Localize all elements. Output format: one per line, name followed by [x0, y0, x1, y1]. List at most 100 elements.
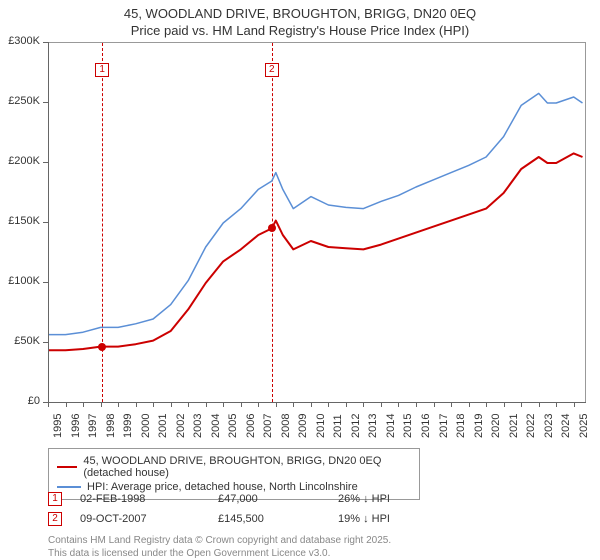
legend-swatch [57, 486, 81, 488]
x-tick [328, 402, 329, 407]
x-tick-label: 2015 [402, 414, 414, 438]
data-row: 2 09-OCT-2007£145,50019% ↓ HPI [48, 512, 390, 526]
x-tick [381, 402, 382, 407]
data-row-date: 02-FEB-1998 [80, 493, 218, 505]
x-tick-label: 1997 [87, 414, 99, 438]
x-tick [136, 402, 137, 407]
x-tick [434, 402, 435, 407]
series-line [48, 153, 583, 350]
title-line-1: 45, WOODLAND DRIVE, BROUGHTON, BRIGG, DN… [0, 6, 600, 23]
y-tick-label: £300K [0, 35, 40, 47]
x-tick-label: 2009 [297, 414, 309, 438]
series-marker [268, 224, 276, 232]
x-tick [83, 402, 84, 407]
x-tick [118, 402, 119, 407]
x-tick [293, 402, 294, 407]
x-tick [276, 402, 277, 407]
credits-line-2: This data is licensed under the Open Gov… [48, 547, 391, 560]
y-tick [43, 102, 48, 103]
data-row-price: £145,500 [218, 513, 338, 525]
x-tick-label: 2007 [262, 414, 274, 438]
x-tick [469, 402, 470, 407]
x-tick-label: 2022 [525, 414, 537, 438]
data-row-delta: 19% ↓ HPI [338, 513, 390, 525]
x-tick [398, 402, 399, 407]
x-tick [48, 402, 49, 407]
x-tick [486, 402, 487, 407]
y-tick-label: £0 [0, 395, 40, 407]
x-tick-label: 1995 [52, 414, 64, 438]
x-tick-label: 2019 [473, 414, 485, 438]
chart-container: 45, WOODLAND DRIVE, BROUGHTON, BRIGG, DN… [0, 0, 600, 560]
data-row-price: £47,000 [218, 493, 338, 505]
x-tick-label: 2008 [280, 414, 292, 438]
x-tick-label: 2013 [367, 414, 379, 438]
credits: Contains HM Land Registry data © Crown c… [48, 534, 391, 560]
y-axis [48, 42, 49, 402]
x-tick [416, 402, 417, 407]
x-tick-label: 2020 [490, 414, 502, 438]
data-row-delta: 26% ↓ HPI [338, 493, 390, 505]
x-tick-label: 2010 [315, 414, 327, 438]
x-tick-label: 2004 [210, 414, 222, 438]
x-tick-label: 2000 [140, 414, 152, 438]
x-tick [223, 402, 224, 407]
y-tick [43, 222, 48, 223]
y-tick-label: £50K [0, 335, 40, 347]
x-tick-label: 2006 [245, 414, 257, 438]
credits-line-1: Contains HM Land Registry data © Crown c… [48, 534, 391, 547]
legend-item: 45, WOODLAND DRIVE, BROUGHTON, BRIGG, DN… [57, 455, 411, 479]
y-tick [43, 162, 48, 163]
x-tick [171, 402, 172, 407]
x-tick [556, 402, 557, 407]
x-tick [539, 402, 540, 407]
x-tick [451, 402, 452, 407]
y-tick-label: £100K [0, 275, 40, 287]
x-tick-label: 1998 [105, 414, 117, 438]
x-tick [101, 402, 102, 407]
title-line-2: Price paid vs. HM Land Registry's House … [0, 23, 600, 40]
x-tick [574, 402, 575, 407]
x-tick-label: 2002 [175, 414, 187, 438]
y-tick-label: £200K [0, 155, 40, 167]
x-tick-label: 2016 [420, 414, 432, 438]
x-tick [258, 402, 259, 407]
x-tick-label: 2018 [455, 414, 467, 438]
data-row-marker: 2 [48, 512, 62, 526]
series-marker [98, 343, 106, 351]
x-tick [311, 402, 312, 407]
title-block: 45, WOODLAND DRIVE, BROUGHTON, BRIGG, DN… [0, 0, 600, 40]
x-tick [521, 402, 522, 407]
x-tick [153, 402, 154, 407]
x-tick-label: 2003 [192, 414, 204, 438]
x-tick [241, 402, 242, 407]
x-tick-label: 2023 [543, 414, 555, 438]
x-tick [188, 402, 189, 407]
x-tick-label: 2012 [350, 414, 362, 438]
x-tick-label: 2011 [332, 414, 344, 438]
y-tick [43, 282, 48, 283]
data-row-marker: 1 [48, 492, 62, 506]
legend-swatch [57, 466, 77, 468]
y-tick [43, 342, 48, 343]
data-row: 1 02-FEB-1998£47,00026% ↓ HPI [48, 492, 390, 506]
x-tick-label: 2025 [578, 414, 590, 438]
x-tick-label: 2021 [508, 414, 520, 438]
series-line [48, 93, 583, 334]
x-tick-label: 2024 [560, 414, 572, 438]
x-tick-label: 2017 [438, 414, 450, 438]
x-tick-label: 2001 [157, 414, 169, 438]
x-tick [206, 402, 207, 407]
x-tick-label: 1996 [70, 414, 82, 438]
x-tick [346, 402, 347, 407]
x-tick-label: 1999 [122, 414, 134, 438]
data-row-date: 09-OCT-2007 [80, 513, 218, 525]
y-tick [43, 42, 48, 43]
x-tick-label: 2005 [227, 414, 239, 438]
x-axis [48, 402, 586, 403]
y-tick-label: £150K [0, 215, 40, 227]
x-tick-label: 2014 [385, 414, 397, 438]
x-tick [363, 402, 364, 407]
legend-label: 45, WOODLAND DRIVE, BROUGHTON, BRIGG, DN… [83, 455, 411, 479]
chart-svg [48, 43, 586, 403]
